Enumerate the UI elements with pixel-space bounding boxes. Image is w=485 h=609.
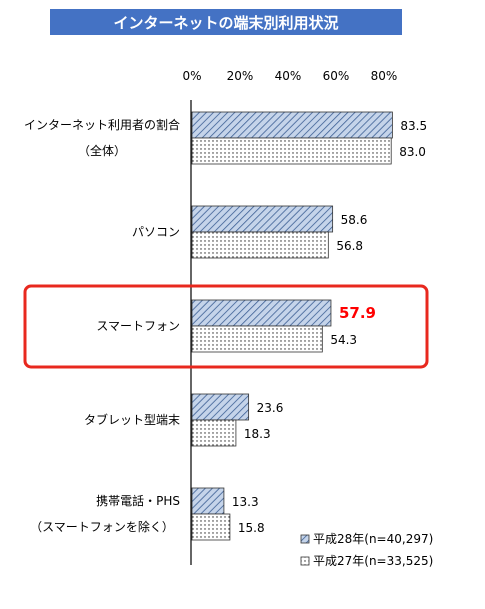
bar-value-label: 58.6 [341, 213, 368, 227]
category-label: （全体） [78, 143, 126, 158]
bar-value-label: 18.3 [244, 427, 271, 441]
bar-2016 [191, 205, 334, 233]
x-axis-ticks: 0% 20% 40% 60% 80% [182, 69, 397, 83]
value-labels: 83.5 83.0 58.6 56.8 57.9 54.3 23.6 18.3 13.3 15.8 [232, 119, 427, 535]
bar-2016 [191, 487, 225, 515]
bar-value-label: 54.3 [330, 333, 357, 347]
category-label: パソコン [132, 225, 180, 239]
x-tick-label: 20% [227, 69, 254, 83]
category-labels: インターネット利用者の割合 （全体） パソコンスマートフォンタブレット型端末携帯電話… [24, 117, 180, 534]
legend-swatch-2015 [300, 556, 310, 566]
bar-value-label: 83.0 [399, 145, 426, 159]
category-label: 携帯電話・PHS [96, 493, 180, 508]
chart-title-banner [50, 9, 402, 35]
legend: 平成28年(n=40,297) 平成27年(n=33,525) [300, 532, 433, 568]
bar-value-label: 83.5 [400, 119, 427, 133]
bar-2015 [191, 231, 329, 259]
bar-value-label: 15.8 [238, 521, 265, 535]
bar-2015 [191, 137, 392, 165]
category-label: タブレット型端末 [84, 412, 180, 427]
x-tick-label: 80% [371, 69, 398, 83]
bar-2015 [191, 325, 323, 353]
category-label: （スマートフォンを除く） [30, 519, 174, 534]
bar-2016 [191, 393, 250, 421]
bars [191, 111, 393, 541]
bar-2016 [191, 111, 393, 139]
x-tick-label: 60% [323, 69, 350, 83]
legend-label-2016: 平成28年(n=40,297) [313, 532, 433, 546]
highlight-box [23, 284, 429, 369]
category-label: スマートフォン [96, 319, 180, 333]
category-label: インターネット利用者の割合 [24, 117, 180, 132]
x-tick-label: 0% [182, 69, 201, 83]
bar-value-label: 57.9 [339, 304, 376, 322]
bar-value-label: 23.6 [257, 401, 284, 415]
x-tick-label: 40% [275, 69, 302, 83]
bar-2015 [191, 513, 231, 541]
bar-value-label: 13.3 [232, 495, 259, 509]
chart-title: インターネットの端末別利用状況 [113, 14, 338, 32]
bar-2015 [191, 419, 237, 447]
bar-2016 [191, 299, 332, 327]
bar-value-label: 56.8 [336, 239, 363, 253]
legend-label-2015: 平成27年(n=33,525) [313, 554, 433, 568]
legend-swatch-2016 [300, 534, 310, 544]
